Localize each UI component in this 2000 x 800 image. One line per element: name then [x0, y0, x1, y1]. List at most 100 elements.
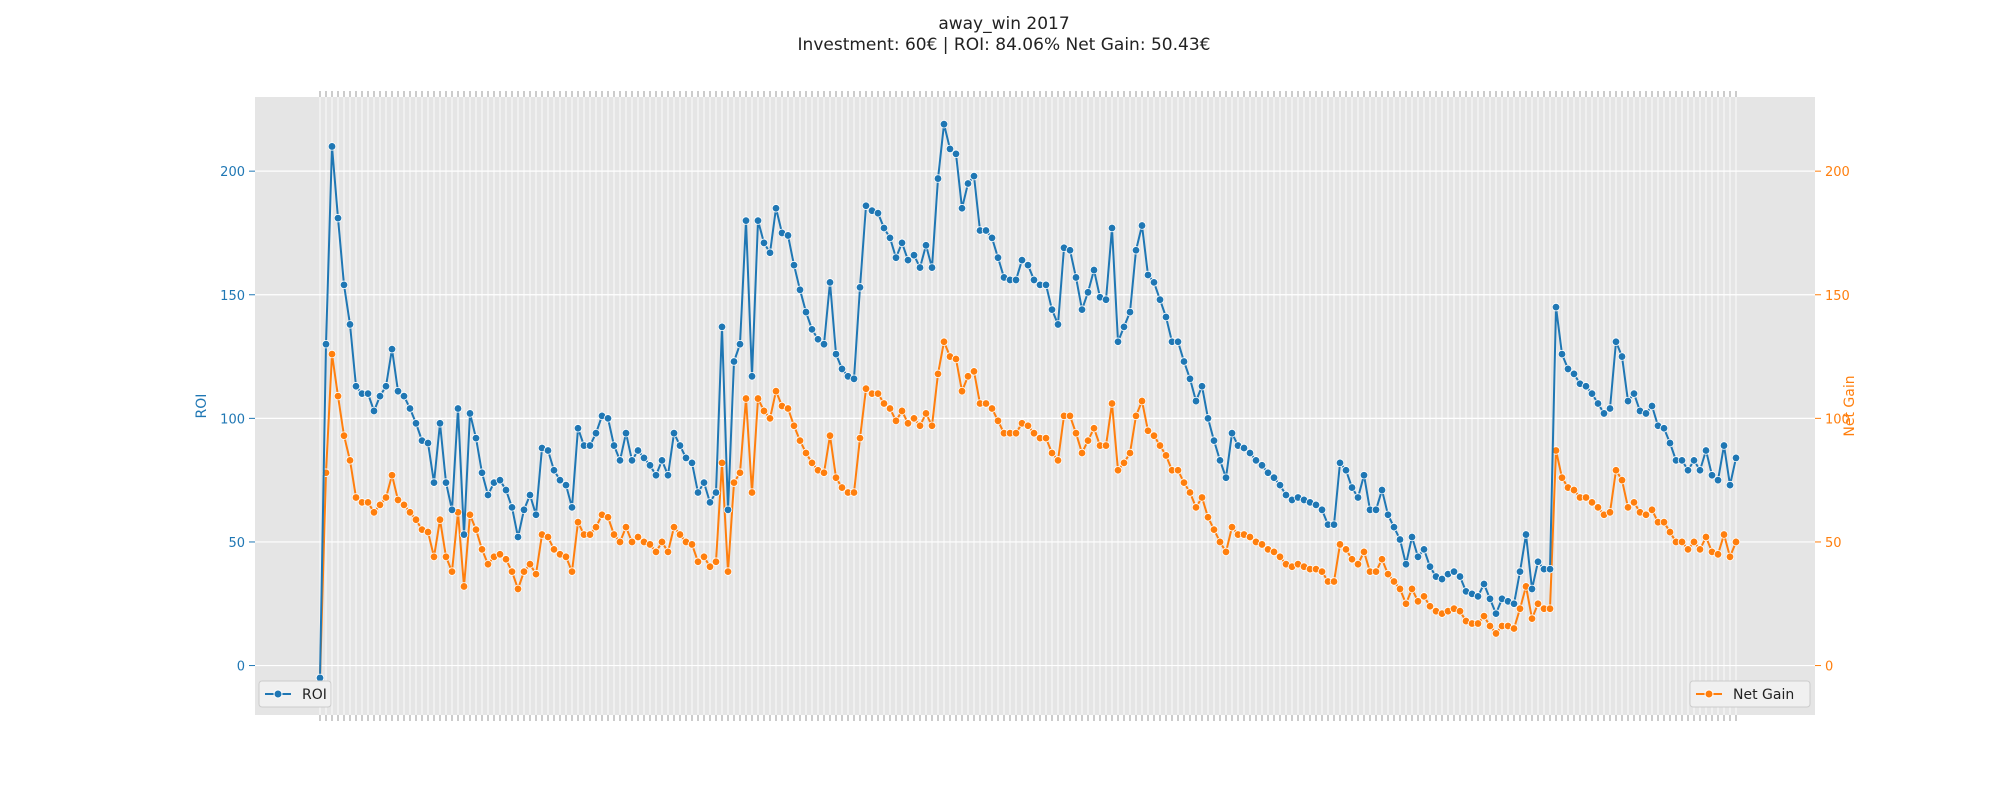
roi-point — [1131, 246, 1141, 255]
roi-point — [951, 149, 961, 159]
roi-point — [1725, 480, 1735, 490]
net-gain-point — [393, 495, 403, 505]
net-gain-point — [1401, 599, 1411, 608]
net-gain-point — [711, 557, 721, 566]
roi-point — [1185, 374, 1195, 384]
plot-area — [255, 97, 1815, 715]
roi-point — [1311, 500, 1321, 510]
roi-point — [849, 374, 859, 384]
roi-point — [327, 142, 337, 151]
net-gain-point — [873, 389, 883, 398]
net-gain-point — [1317, 567, 1327, 576]
net-gain-point — [573, 517, 583, 527]
roi-point — [855, 283, 865, 292]
net-gain-point — [441, 552, 451, 561]
net-gain-point — [363, 498, 373, 507]
net-gain-point — [1041, 433, 1051, 443]
roi-point — [1125, 307, 1135, 317]
roi-point — [1023, 260, 1033, 270]
net-gain-point — [429, 552, 439, 561]
roi-point — [423, 438, 433, 448]
roi-point — [723, 505, 733, 515]
net-gain-point — [507, 567, 517, 576]
roi-point — [393, 386, 403, 396]
roi-point — [1113, 337, 1123, 346]
net-gain-point — [981, 399, 991, 408]
net-gain-point — [1695, 545, 1705, 554]
roi-point — [837, 364, 847, 374]
roi-point — [1617, 352, 1627, 361]
net-gain-point — [621, 522, 631, 532]
roi-point — [1713, 475, 1723, 485]
right-tick-label: 50 — [1825, 536, 1842, 551]
net-gain-point — [435, 515, 445, 524]
legend-roi-label: ROI — [302, 687, 327, 703]
roi-point — [1419, 545, 1429, 554]
net-gain-point — [1491, 629, 1501, 638]
net-gain-point — [1389, 577, 1399, 586]
roi-point — [459, 530, 469, 539]
net-gain-point — [339, 431, 349, 440]
net-gain-point — [1335, 540, 1345, 549]
roi-point — [399, 391, 409, 401]
roi-point — [663, 471, 673, 480]
net-gain-point — [801, 448, 811, 458]
roi-point — [885, 233, 895, 243]
roi-point — [543, 446, 553, 455]
net-gain-point — [333, 391, 343, 401]
net-gain-point — [633, 532, 643, 542]
roi-point — [1689, 456, 1699, 465]
net-gain-point — [1047, 448, 1057, 458]
net-gain-point — [1545, 604, 1555, 613]
roi-point — [495, 475, 505, 485]
roi-point — [1491, 609, 1501, 618]
net-gain-point — [939, 337, 949, 346]
net-gain-point — [1149, 431, 1159, 440]
roi-point — [921, 241, 931, 250]
y-gridlines — [255, 170, 1815, 667]
roi-point — [555, 475, 565, 485]
roi-point — [351, 382, 361, 391]
roi-point — [789, 260, 799, 270]
roi-point — [339, 280, 349, 290]
roi-point — [1017, 255, 1027, 265]
roi-point — [699, 478, 709, 487]
roi-point — [765, 248, 775, 257]
roi-point — [753, 216, 763, 225]
net-gain-point — [465, 510, 475, 519]
roi-point — [1683, 466, 1693, 475]
roi-point — [795, 285, 805, 295]
roi-point — [675, 441, 685, 450]
net-gain-point — [759, 406, 769, 416]
net-gain-point — [765, 414, 775, 423]
roi-point — [915, 263, 925, 272]
net-gain-point — [345, 456, 355, 465]
right-tick-label: 150 — [1825, 289, 1850, 304]
net-gain-point — [513, 584, 523, 594]
roi-point — [657, 456, 667, 465]
roi-point — [1695, 466, 1705, 475]
roi-point — [477, 468, 487, 477]
roi-point — [963, 179, 973, 188]
roi-point — [1329, 520, 1339, 529]
roi-point — [1629, 389, 1639, 398]
roi-point — [1209, 436, 1219, 445]
roi-point — [1071, 273, 1081, 282]
left-tick-label: 200 — [220, 165, 245, 180]
right-axis-label: Net Gain — [1842, 375, 1858, 436]
net-gain-point — [1533, 599, 1543, 608]
roi-point — [747, 372, 757, 381]
roi-point — [1041, 280, 1051, 290]
roi-point — [1647, 401, 1657, 411]
roi-point — [561, 480, 571, 490]
net-gain-point — [1257, 540, 1267, 549]
net-gain-point — [789, 421, 799, 430]
roi-point — [1605, 404, 1615, 413]
net-gain-point — [1569, 485, 1579, 495]
net-gain-point — [837, 483, 847, 492]
chart-subtitle: Investment: 60€ | ROI: 84.06% Net Gain: … — [798, 35, 1211, 55]
net-gain-point — [921, 409, 931, 418]
net-gain-point — [1161, 451, 1171, 460]
roi-point — [1341, 466, 1351, 475]
